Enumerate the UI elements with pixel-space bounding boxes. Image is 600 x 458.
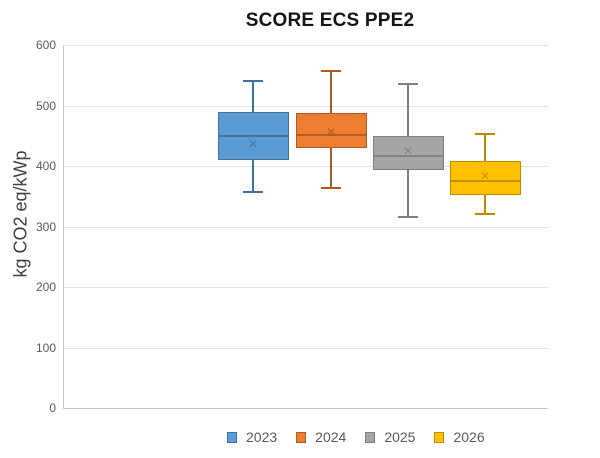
lower-whisker-cap bbox=[475, 213, 495, 216]
median-line bbox=[217, 134, 289, 137]
upper-whisker bbox=[330, 71, 332, 114]
legend-item-2026[interactable]: 2026 bbox=[434, 429, 485, 445]
legend-item-2024[interactable]: 2024 bbox=[296, 429, 346, 445]
upper-whisker bbox=[484, 133, 486, 162]
iqr-box bbox=[295, 113, 367, 148]
lower-whisker-cap bbox=[398, 216, 418, 219]
mean-marker-icon: ✕ bbox=[402, 143, 414, 158]
lower-whisker bbox=[484, 195, 486, 215]
legend-label: 2026 bbox=[453, 429, 485, 445]
y-tick-label: 100 bbox=[35, 340, 56, 355]
y-tick-label: 200 bbox=[35, 280, 56, 294]
plot-area: ✕ ✕ ✕ ✕ bbox=[63, 45, 548, 409]
legend-label: 2024 bbox=[315, 429, 347, 445]
gridline bbox=[64, 287, 548, 288]
gridline bbox=[64, 166, 548, 167]
y-tick-label: 0 bbox=[49, 401, 56, 415]
legend-item-2023[interactable]: 2023 bbox=[227, 429, 277, 445]
box-plot-2025[interactable]: ✕ bbox=[372, 45, 444, 408]
upper-whisker bbox=[407, 84, 409, 136]
box-plot-2024[interactable]: ✕ bbox=[295, 45, 367, 408]
median-line bbox=[295, 133, 367, 136]
legend: 2023 2024 2025 2026 bbox=[227, 429, 485, 445]
mean-marker-icon: ✕ bbox=[247, 137, 259, 152]
y-tick-label: 400 bbox=[35, 159, 56, 173]
legend-marker bbox=[434, 431, 445, 443]
gridline bbox=[64, 105, 548, 107]
upper-whisker-cap bbox=[321, 70, 341, 72]
box-plot-2026[interactable]: ✕ bbox=[449, 45, 521, 408]
legend-marker bbox=[227, 431, 237, 443]
upper-whisker-cap bbox=[243, 80, 263, 83]
median-line bbox=[372, 154, 444, 157]
gridline bbox=[64, 347, 548, 349]
legend-item-2025[interactable]: 2025 bbox=[365, 429, 415, 445]
lower-whisker bbox=[330, 147, 332, 188]
chart-title: SCORE ECS PPE2 bbox=[245, 10, 415, 31]
upper-whisker-cap bbox=[398, 83, 418, 86]
y-tick-label: 300 bbox=[35, 219, 56, 234]
lower-whisker bbox=[252, 159, 254, 192]
iqr-box bbox=[449, 161, 521, 196]
upper-whisker-cap bbox=[475, 132, 495, 135]
legend-label: 2023 bbox=[246, 429, 278, 445]
mean-marker-icon: ✕ bbox=[325, 125, 337, 140]
legend-label: 2025 bbox=[384, 429, 416, 445]
lower-whisker bbox=[407, 170, 409, 218]
iqr-box bbox=[372, 135, 444, 171]
mean-marker-icon: ✕ bbox=[479, 169, 491, 184]
lower-whisker-cap bbox=[321, 186, 341, 189]
box-plot-2023[interactable]: ✕ bbox=[217, 45, 289, 408]
y-tick-label: 600 bbox=[35, 38, 56, 52]
legend-marker bbox=[296, 431, 307, 443]
gridline bbox=[64, 226, 548, 228]
lower-whisker-cap bbox=[243, 191, 263, 193]
gridline bbox=[64, 45, 548, 46]
upper-whisker bbox=[252, 81, 254, 112]
legend-marker bbox=[365, 431, 376, 443]
y-tick-label: 500 bbox=[35, 98, 56, 113]
median-line bbox=[449, 180, 521, 183]
y-axis-ticks: 0 100 200 300 400 500 600 bbox=[22, 38, 56, 415]
